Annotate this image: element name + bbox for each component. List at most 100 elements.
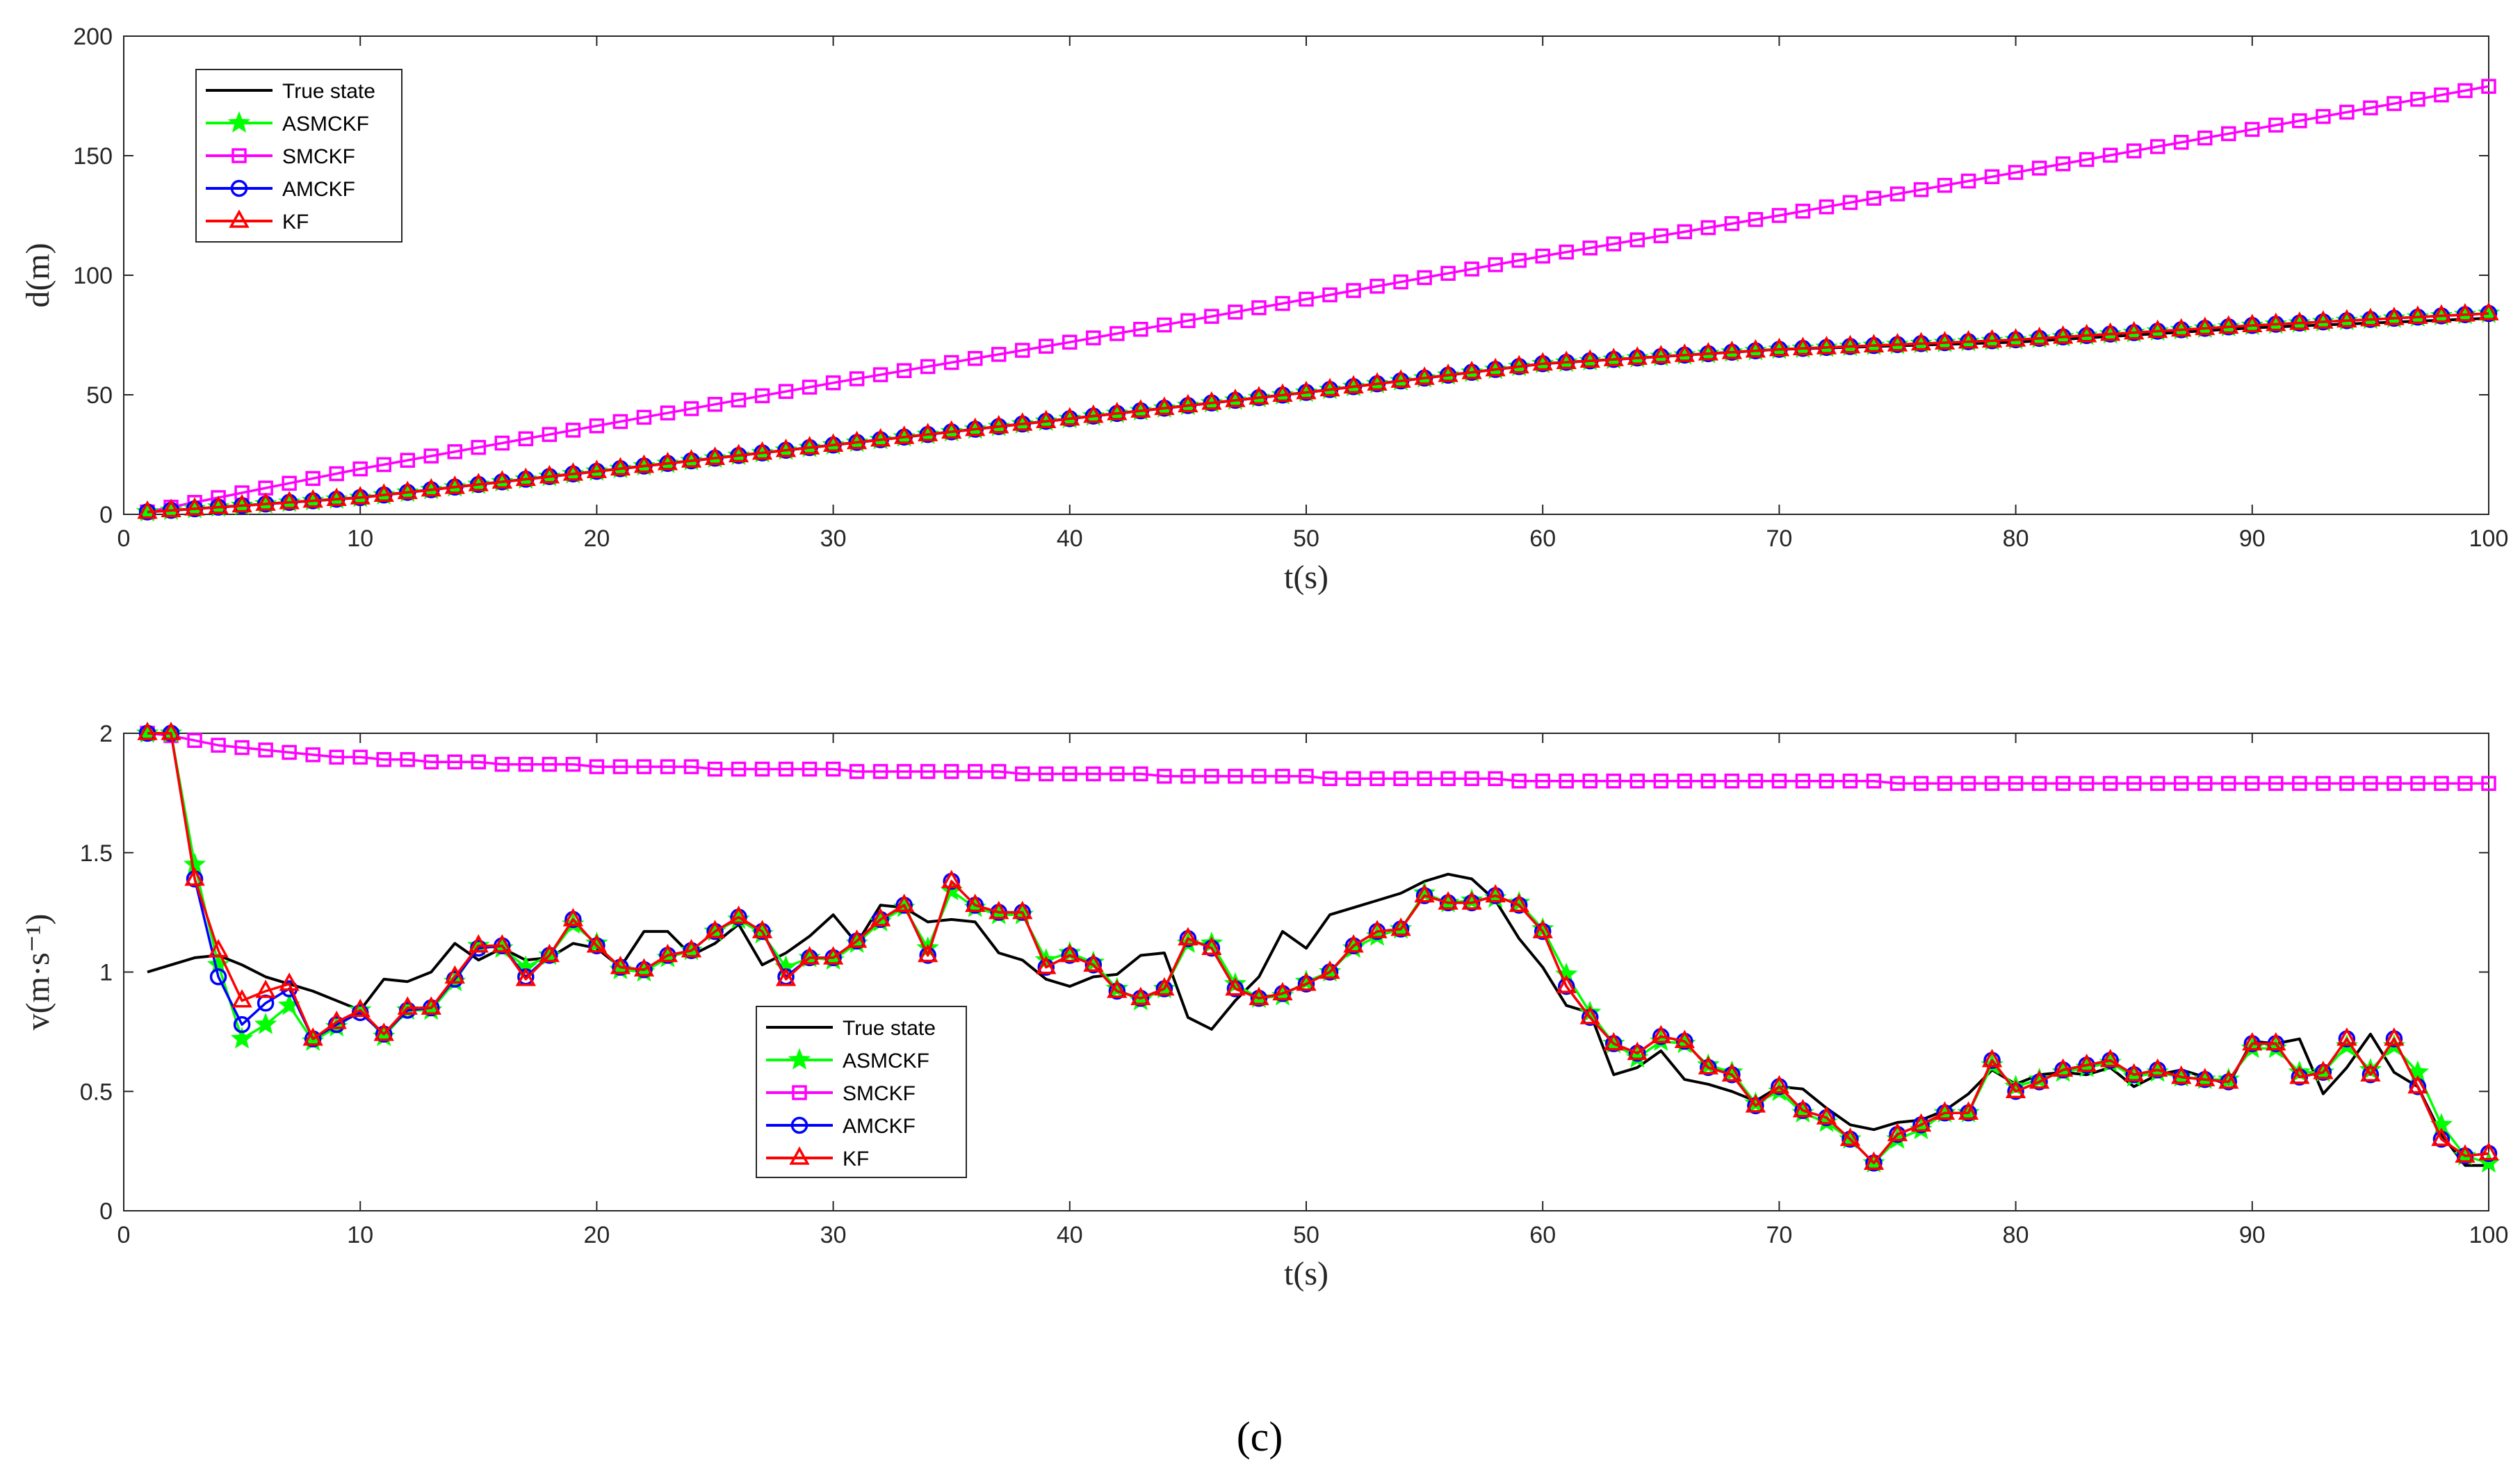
data-point-smckf xyxy=(754,761,770,777)
data-point-kf xyxy=(326,1011,347,1029)
data-point-smckf xyxy=(1606,773,1622,789)
data-point-smckf xyxy=(494,435,510,451)
data-point-kf xyxy=(1367,372,1388,391)
data-point-smckf xyxy=(1086,766,1101,782)
data-point-kf xyxy=(1083,953,1104,972)
data-point-smckf xyxy=(258,742,273,758)
data-point-kf xyxy=(444,475,465,494)
x-tick-label: 10 xyxy=(347,525,373,552)
data-point-kf xyxy=(1650,1025,1671,1044)
data-point-kf xyxy=(704,920,726,938)
data-point-kf xyxy=(941,420,962,439)
data-point-smckf xyxy=(2173,776,2189,791)
data-point-smckf xyxy=(802,380,818,395)
data-point-smckf xyxy=(1960,173,1976,189)
data-point-smckf xyxy=(2008,165,2024,180)
x-tick-label: 60 xyxy=(1529,525,1556,552)
x-tick-label: 0 xyxy=(117,525,131,552)
data-point-kf xyxy=(326,487,347,507)
data-point-kf xyxy=(444,965,465,984)
data-point-kf xyxy=(2052,325,2074,344)
data-point-kf xyxy=(2076,1053,2097,1072)
data-point-smckf xyxy=(731,392,747,408)
data-point-smckf xyxy=(1937,776,1953,791)
data-point-kf xyxy=(775,439,797,457)
data-point-smckf xyxy=(2316,108,2331,124)
data-point-smckf xyxy=(1322,287,1338,302)
data-point-smckf xyxy=(2292,776,2307,791)
legend-entry-asmckf: ASMCKF xyxy=(766,1047,929,1072)
data-point-smckf xyxy=(2221,126,2236,142)
data-point-kf xyxy=(2478,1141,2499,1161)
data-point-smckf xyxy=(754,388,770,404)
data-point-kf xyxy=(468,934,489,953)
data-point-kf xyxy=(184,867,205,886)
data-point-kf xyxy=(421,996,441,1015)
data-point-kf xyxy=(1107,402,1128,421)
data-point-smckf xyxy=(1866,773,1882,789)
data-point-kf xyxy=(397,996,418,1015)
data-point-kf xyxy=(373,483,394,502)
data-point-kf xyxy=(1296,380,1317,400)
data-point-smckf xyxy=(2149,139,2165,154)
y-tick-label: 150 xyxy=(73,143,113,170)
data-point-smckf xyxy=(612,759,628,774)
data-point-asmckf xyxy=(1105,977,1129,999)
data-point-smckf xyxy=(636,409,652,425)
data-point-smckf xyxy=(943,764,959,779)
plot-1: 0 10 20 30 40 50 60 70 80 90 100 0 50 100 150 200 t(s) d(… xyxy=(19,24,2508,596)
data-point-kf xyxy=(2029,1070,2050,1089)
data-point-smckf xyxy=(1511,252,1527,268)
data-point-kf xyxy=(255,492,276,511)
data-point-smckf xyxy=(1795,204,1811,219)
data-point-kf xyxy=(2289,311,2310,330)
data-point-smckf xyxy=(1795,773,1811,789)
data-point-kf xyxy=(1934,1101,1956,1120)
data-point-kf xyxy=(1556,974,1577,993)
data-point-kf xyxy=(1390,917,1411,936)
data-point-smckf xyxy=(1842,773,1858,789)
data-point-kf xyxy=(846,929,868,948)
data-point-smckf xyxy=(1724,773,1740,789)
data-point-smckf xyxy=(636,759,652,774)
data-point-asmckf xyxy=(254,1013,277,1034)
legend-entry-kf: KF xyxy=(206,209,309,234)
data-point-kf xyxy=(468,473,489,491)
data-point-kf xyxy=(1130,399,1151,418)
x-tick-label: 100 xyxy=(2469,525,2509,552)
x-tick-label: 50 xyxy=(1293,1222,1319,1248)
data-point-smckf xyxy=(518,756,534,772)
data-point-kf xyxy=(1438,891,1458,910)
data-point-kf xyxy=(1201,936,1222,955)
data-point-kf xyxy=(1414,883,1435,903)
legend: True state ASMCKF SMCKF AMCKF KF xyxy=(195,69,403,243)
series-true-state xyxy=(147,872,2489,1167)
data-point-smckf xyxy=(1535,773,1550,789)
legend-entry-smckf: SMCKF xyxy=(206,145,355,168)
data-point-kf xyxy=(1509,893,1529,913)
data-point-smckf xyxy=(991,347,1007,362)
data-point-kf xyxy=(681,449,702,468)
x-axis-label: t(s) xyxy=(1284,559,1328,596)
data-point-kf xyxy=(1910,1113,1932,1132)
data-point-smckf xyxy=(376,457,391,473)
data-point-kf xyxy=(1532,920,1553,938)
data-point-kf xyxy=(822,946,844,965)
legend-label: True state xyxy=(282,80,375,103)
data-point-smckf xyxy=(1369,279,1385,294)
legend-entry-amckf: AMCKF xyxy=(206,178,355,201)
data-point-smckf xyxy=(1299,769,1314,784)
data-point-asmckf xyxy=(2028,1068,2051,1089)
data-point-smckf xyxy=(1488,771,1503,787)
legend-entry-true-state: True state xyxy=(766,1017,936,1040)
data-point-smckf xyxy=(1109,766,1125,782)
data-point-kf xyxy=(1485,357,1506,377)
data-point-kf xyxy=(161,721,181,740)
x-tick-label: 70 xyxy=(1766,525,1792,552)
data-point-smckf xyxy=(802,761,818,777)
data-point-smckf xyxy=(494,756,510,772)
data-point-smckf xyxy=(1062,334,1078,350)
data-point-smckf xyxy=(1228,304,1243,320)
data-point-kf xyxy=(1012,901,1033,920)
data-point-kf xyxy=(2360,308,2381,327)
